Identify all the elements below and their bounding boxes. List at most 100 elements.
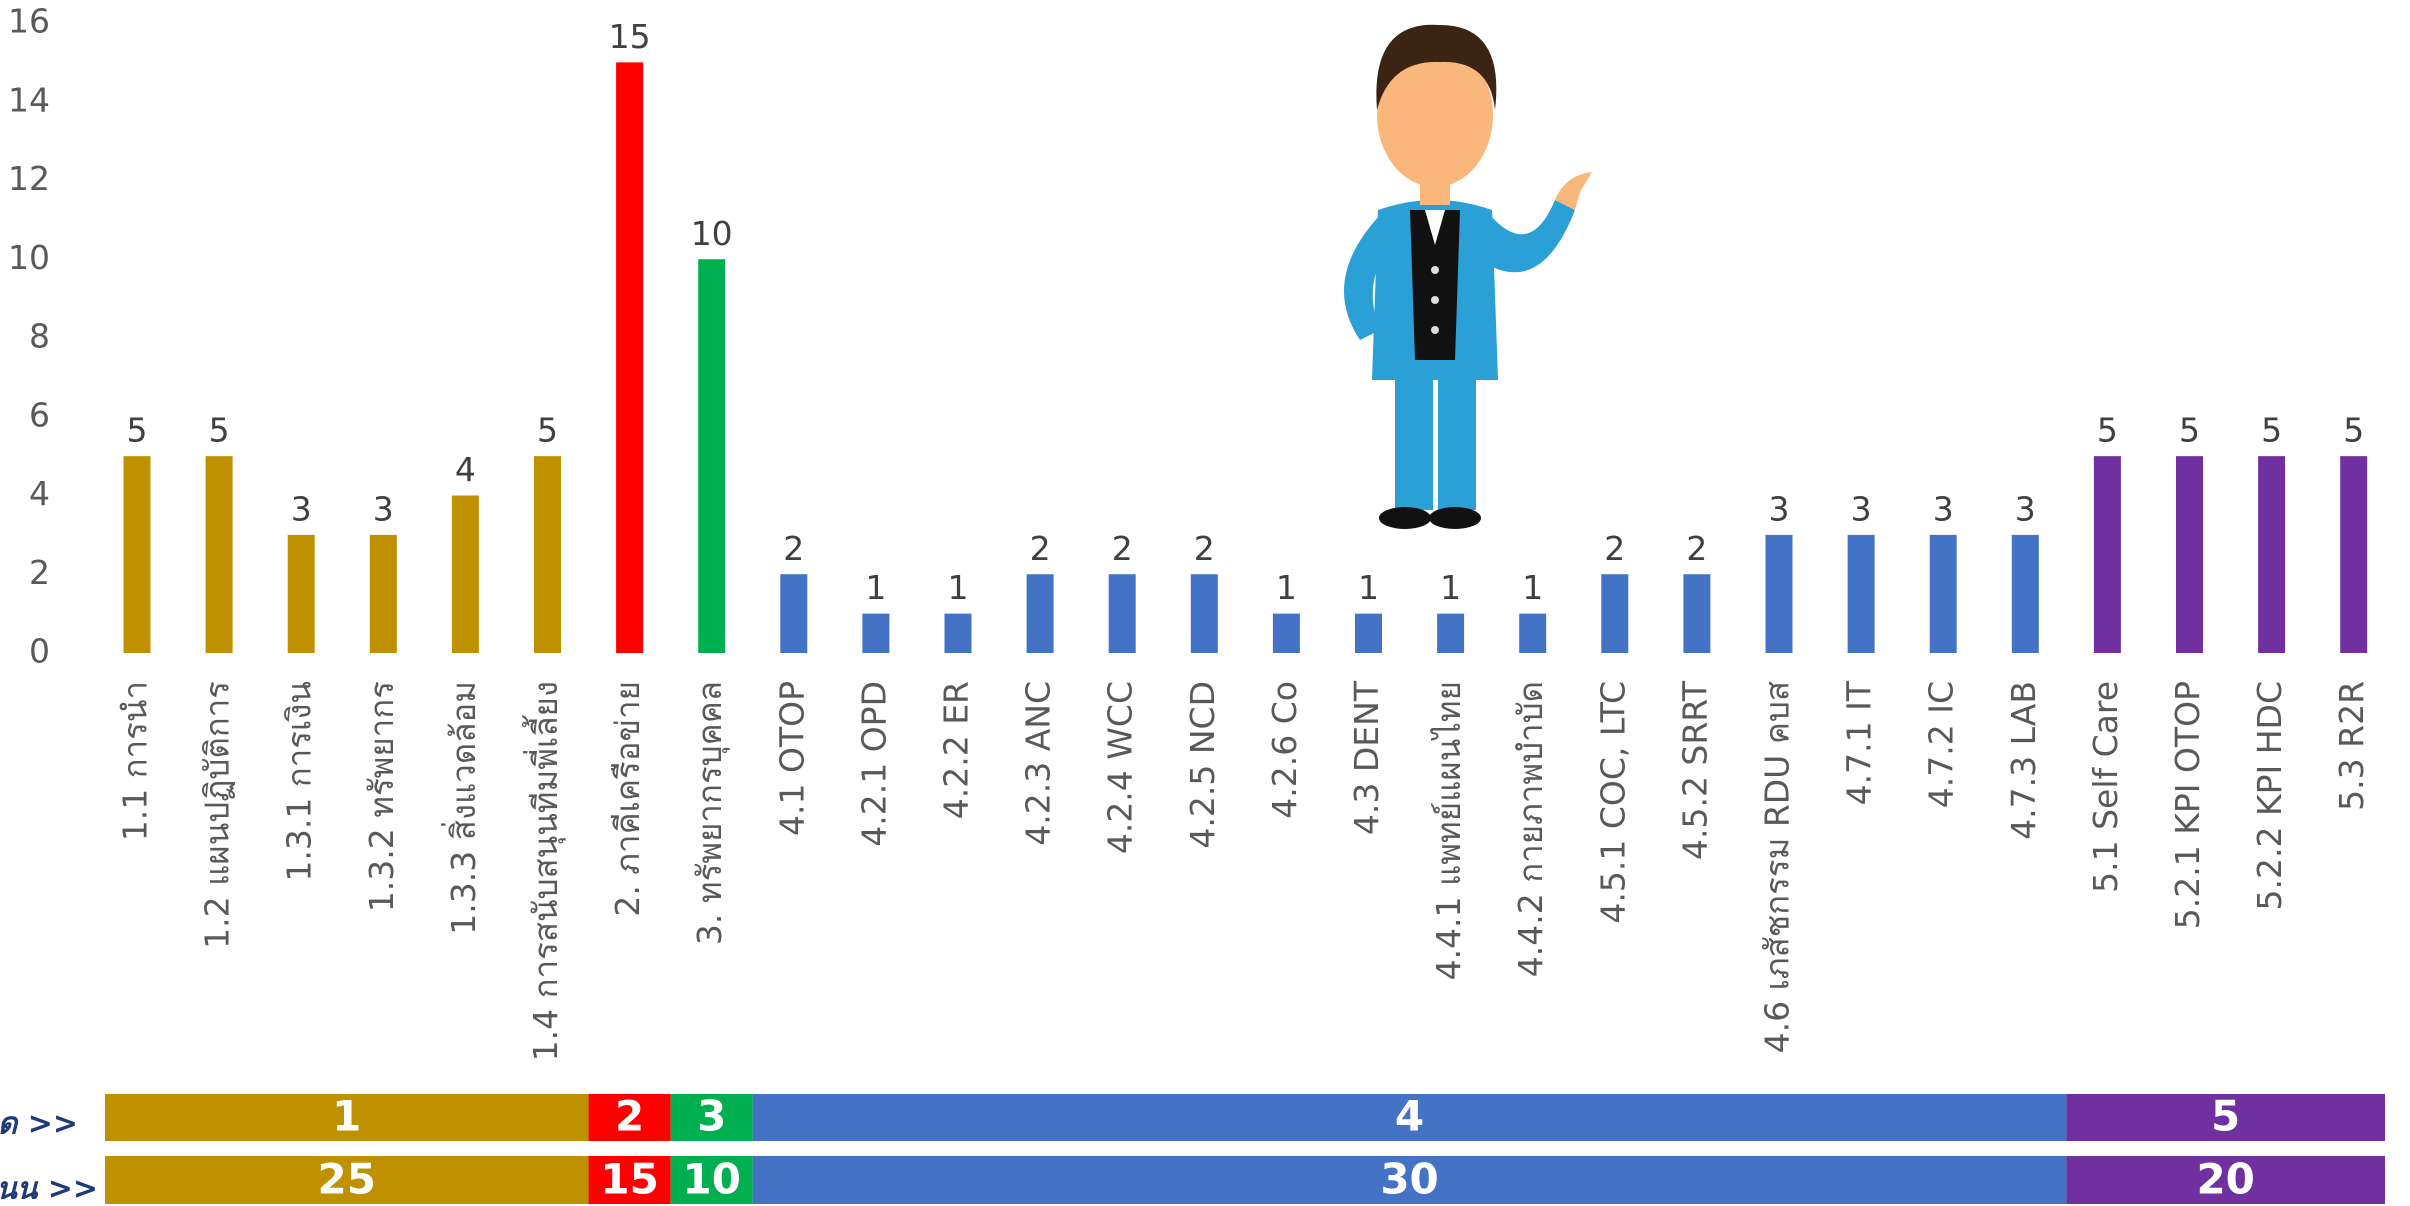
value-label: 2 xyxy=(1686,529,1707,568)
x-tick-label: 4.1 OTOP xyxy=(772,681,811,836)
group-score: 25 xyxy=(318,1155,376,1204)
bar xyxy=(124,456,151,653)
group-name: 3 xyxy=(697,1092,726,1141)
value-label: 3 xyxy=(373,489,394,528)
group-name: 2 xyxy=(615,1092,644,1141)
y-tick-label: 12 xyxy=(8,159,50,198)
x-tick-label: 4.4.2 กายภาพบำบัด xyxy=(1511,681,1550,977)
bar xyxy=(534,456,561,653)
bar xyxy=(1930,535,1957,653)
y-tick-label: 8 xyxy=(29,317,50,356)
bar xyxy=(616,62,643,653)
value-label: 5 xyxy=(209,411,230,450)
y-tick-label: 0 xyxy=(29,632,50,671)
x-tick-label: 4.4.1 แพทย์แผนไทย xyxy=(1429,681,1468,980)
bar xyxy=(1273,614,1300,653)
value-label: 15 xyxy=(609,17,651,56)
bar xyxy=(1766,535,1793,653)
bar xyxy=(780,574,807,653)
value-label: 3 xyxy=(1769,489,1790,528)
x-tick-label: 4.2.3 ANC xyxy=(1019,681,1058,846)
y-tick-label: 4 xyxy=(29,474,50,513)
x-tick-label: 5.3 R2R xyxy=(2332,681,2371,811)
value-label: 10 xyxy=(691,214,733,253)
x-tick-label: 4.6 เภสัชกรรม RDU คบส xyxy=(1758,681,1797,1053)
value-label: 4 xyxy=(455,450,476,489)
bar xyxy=(2340,456,2367,653)
value-label: 1 xyxy=(865,568,886,607)
x-tick-label: 4.7.1 IT xyxy=(1840,680,1879,805)
bar xyxy=(452,496,479,654)
y-tick-label: 2 xyxy=(29,553,50,592)
y-tick-label: 10 xyxy=(8,238,50,277)
group-name: 5 xyxy=(2211,1092,2240,1141)
bar xyxy=(1519,614,1546,653)
bar xyxy=(945,614,972,653)
x-tick-label: 4.2.4 WCC xyxy=(1101,681,1140,854)
bar xyxy=(1355,614,1382,653)
x-tick-label: 1.3.3 สิ่งแวดล้อม xyxy=(441,681,483,935)
row-label: หมวด >> xyxy=(0,1107,78,1142)
bar xyxy=(2176,456,2203,653)
bar xyxy=(1848,535,1875,653)
bar xyxy=(288,535,315,653)
x-tick-label: 5.2.2 KPI HDC xyxy=(2250,681,2289,911)
x-tick-label: 4.5.1 COC, LTC xyxy=(1593,681,1632,924)
x-tick-label: 4.5.2 SRRT xyxy=(1675,680,1714,860)
bar xyxy=(1191,574,1218,653)
value-label: 5 xyxy=(2179,411,2200,450)
group-name: 1 xyxy=(332,1092,361,1141)
group-score: 15 xyxy=(600,1155,658,1204)
bar xyxy=(1437,614,1464,653)
group-score: 20 xyxy=(2196,1155,2254,1204)
y-tick-label: 16 xyxy=(8,2,50,41)
value-label: 2 xyxy=(1604,529,1625,568)
x-tick-label: 1.1 การนำ xyxy=(116,681,155,841)
x-tick-label: 1.3.1 การเงิน xyxy=(280,681,319,882)
x-tick-label: 4.2.1 OPD xyxy=(854,681,893,847)
x-tick-label: 4.2.2 ER xyxy=(937,681,976,819)
bar xyxy=(1601,574,1628,653)
row-label: คะแนน >> xyxy=(0,1172,98,1206)
bar xyxy=(2012,535,2039,653)
value-label: 5 xyxy=(537,411,558,450)
y-tick-label: 6 xyxy=(29,395,50,434)
value-label: 2 xyxy=(783,529,804,568)
x-tick-label: 4.7.3 LAB xyxy=(2004,681,2043,840)
value-label: 2 xyxy=(1030,529,1051,568)
value-label: 3 xyxy=(291,489,312,528)
bar xyxy=(1027,574,1054,653)
x-tick-label: 1.3.2 ทรัพยากร xyxy=(362,681,401,912)
value-label: 5 xyxy=(2261,411,2282,450)
bar xyxy=(1109,574,1136,653)
x-tick-label: 5.2.1 KPI OTOP xyxy=(2168,681,2207,929)
value-label: 5 xyxy=(2097,411,2118,450)
value-label: 2 xyxy=(1112,529,1133,568)
bar xyxy=(370,535,397,653)
bar xyxy=(698,259,725,653)
value-label: 3 xyxy=(2015,489,2036,528)
value-label: 5 xyxy=(127,411,148,450)
bar xyxy=(2094,456,2121,653)
chart: หมวด >> คะแนน >> 024681012141651.1 การนำ… xyxy=(0,0,2410,1206)
value-label: 2 xyxy=(1194,529,1215,568)
value-label: 5 xyxy=(2343,411,2364,450)
x-tick-label: 2. ภาคีเครือข่าย xyxy=(608,681,647,917)
y-tick-label: 14 xyxy=(8,80,50,119)
bar xyxy=(206,456,233,653)
bar xyxy=(1683,574,1710,653)
bar xyxy=(862,614,889,653)
value-label: 3 xyxy=(1933,489,1954,528)
bar xyxy=(2258,456,2285,653)
value-label: 1 xyxy=(948,568,969,607)
presenter-illustration xyxy=(1344,25,1592,529)
x-tick-label: 4.3 DENT xyxy=(1347,680,1386,835)
group-score: 30 xyxy=(1380,1155,1438,1204)
x-tick-label: 4.2.5 NCD xyxy=(1183,681,1222,849)
x-tick-label: 1.4 การสนับสนุนทีมพี่เลี้ยง xyxy=(522,681,566,1061)
x-tick-label: 3. ทรัพยากรบุคคล xyxy=(690,681,730,945)
value-label: 1 xyxy=(1440,568,1461,607)
x-tick-label: 4.7.2 IC xyxy=(1922,681,1961,808)
group-name: 4 xyxy=(1395,1092,1424,1141)
x-tick-label: 4.2.6 Co xyxy=(1265,681,1304,819)
